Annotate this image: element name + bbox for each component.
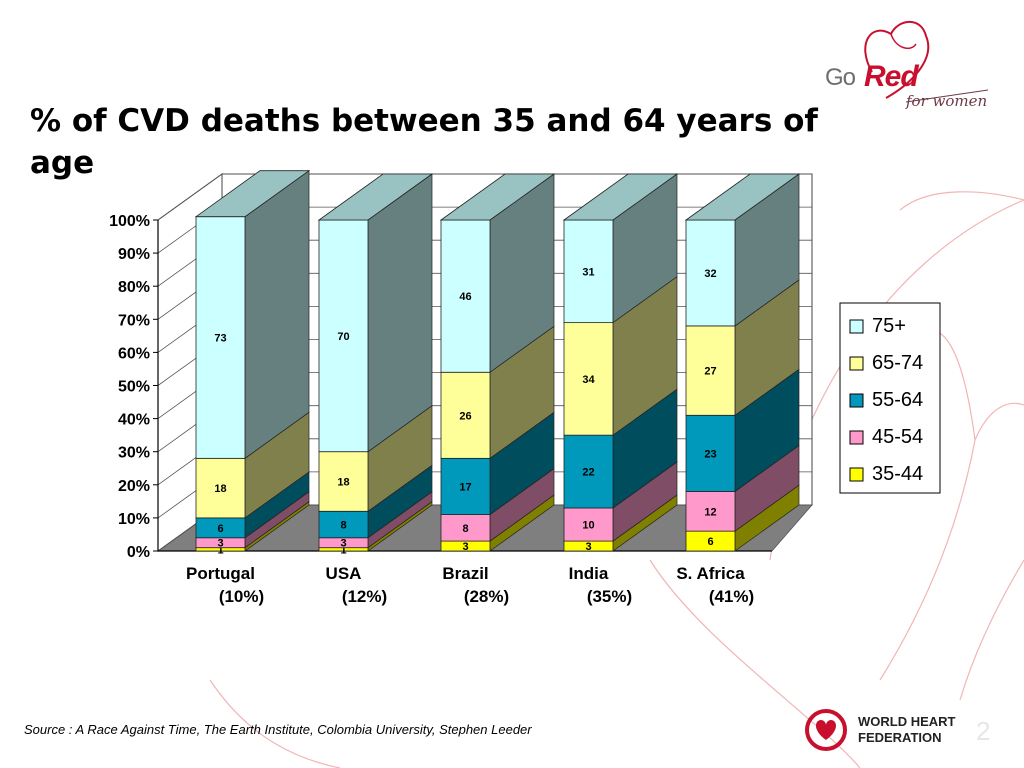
x-category-label: S. Africa: [676, 564, 745, 583]
y-tick-label: 80%: [118, 279, 150, 296]
legend-entry: 55-64: [872, 389, 923, 411]
world-heart-federation-logo: WORLD HEART FEDERATION: [802, 704, 972, 754]
data-label: 32: [704, 268, 716, 280]
x-category-sublabel: (12%): [342, 587, 387, 606]
data-label: 12: [704, 506, 716, 518]
bar-segment: [318, 451, 369, 512]
data-label: 6: [707, 536, 713, 548]
data-label: 1: [340, 544, 346, 556]
data-label: 26: [459, 410, 471, 422]
go-red-logo-red: Red: [864, 60, 919, 93]
bar-segment: [318, 219, 369, 453]
data-label: 10: [582, 520, 594, 532]
bar-top-face: [684, 173, 801, 221]
y-tick-label: 70%: [118, 312, 150, 329]
bar-segment: [685, 414, 736, 492]
bar-segment: [440, 457, 491, 515]
legend-swatch: [849, 356, 864, 371]
x-category-label: Brazil: [442, 564, 488, 583]
x-category-label: Portugal: [186, 564, 255, 583]
data-label: 3: [585, 541, 591, 553]
legend-swatch: [849, 393, 864, 408]
data-label: 1: [217, 544, 223, 556]
bar-segment: [195, 457, 246, 519]
bar-segment: [440, 514, 491, 542]
bar-top-face: [562, 173, 679, 221]
y-tick-label: 90%: [118, 246, 150, 263]
page-number: 2: [976, 716, 991, 746]
whf-line2: FEDERATION: [858, 730, 942, 745]
y-tick-label: 40%: [118, 412, 150, 429]
legend-swatch: [849, 467, 864, 482]
legend-entry: 65-74: [872, 352, 923, 374]
y-tick-label: 60%: [118, 345, 150, 362]
bar-side-segment: [244, 170, 310, 460]
data-label: 3: [217, 538, 223, 550]
heart-ring-icon: [805, 709, 847, 751]
y-tick-label: 10%: [118, 511, 150, 528]
heart-dog-icon: [864, 20, 989, 103]
data-label: 73: [214, 333, 226, 345]
go-red-logo-go: Go: [825, 64, 856, 91]
legend-entry: 75+: [872, 315, 906, 337]
legend-entry: 35-44: [872, 463, 923, 485]
bar-segment: [685, 219, 736, 327]
x-category-label: USA: [326, 564, 362, 583]
data-label: 22: [582, 467, 594, 479]
data-label: 34: [582, 374, 595, 386]
x-category-label: India: [569, 564, 609, 583]
data-label: 46: [459, 291, 471, 303]
gridline: [157, 173, 812, 221]
y-tick-label: 100%: [109, 213, 150, 230]
bar-segment: [685, 325, 736, 416]
whf-line1: WORLD HEART: [858, 714, 956, 729]
bar-top-face: [317, 173, 434, 221]
data-label: 18: [214, 483, 226, 495]
x-category-sublabel: (10%): [219, 587, 264, 606]
bar-segment: [563, 434, 614, 509]
data-label: 8: [462, 523, 468, 535]
data-label: 8: [340, 520, 346, 532]
x-category-sublabel: (35%): [587, 587, 632, 606]
go-red-logo: Go Red for women: [816, 14, 996, 114]
data-label: 3: [340, 538, 346, 550]
data-label: 27: [704, 366, 716, 378]
bar-top-face: [194, 170, 311, 218]
x-category-sublabel: (41%): [709, 587, 754, 606]
data-label: 23: [704, 448, 716, 460]
bar-top-face: [439, 173, 556, 221]
go-red-logo-tagline: for women: [906, 92, 988, 110]
x-category-sublabel: (28%): [464, 587, 509, 606]
data-label: 31: [582, 266, 594, 278]
bar-segment: [563, 507, 614, 542]
bar-segment: [195, 216, 246, 459]
data-label: 17: [459, 481, 471, 493]
page-title: % of CVD deaths between 35 and 64 years …: [30, 103, 818, 181]
bar-side-segment: [367, 173, 433, 453]
data-label: 6: [217, 523, 223, 535]
legend-entry: 45-54: [872, 426, 923, 448]
y-tick-label: 0%: [127, 544, 150, 561]
legend-swatch: [849, 430, 864, 445]
bar-segment: [563, 322, 614, 436]
data-label: 3: [462, 541, 468, 553]
y-tick-label: 20%: [118, 478, 150, 495]
bar-segment: [318, 510, 369, 539]
legend-swatch: [849, 319, 864, 334]
data-label: 18: [337, 476, 349, 488]
y-tick-label: 50%: [118, 379, 150, 396]
data-label: 70: [337, 331, 349, 343]
source-citation: Source : A Race Against Time, The Earth …: [24, 722, 532, 737]
y-tick-label: 30%: [118, 445, 150, 462]
